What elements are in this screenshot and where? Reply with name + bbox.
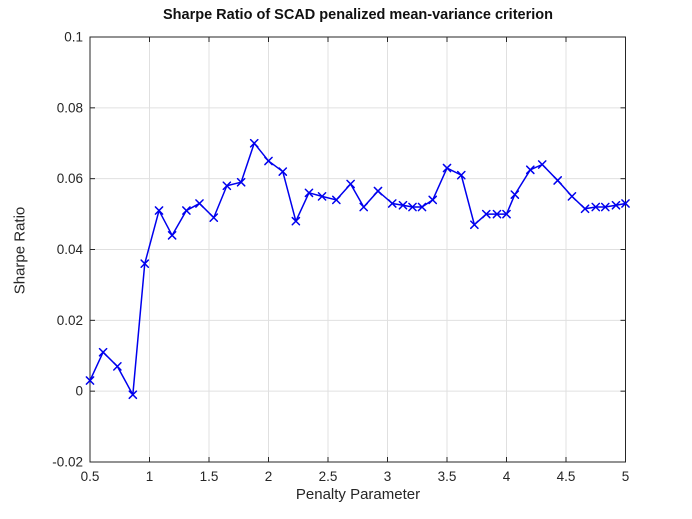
y-axis-tick-label: 0 [75, 384, 83, 399]
data-point-marker [264, 156, 273, 166]
x-axis-tick-label: 5 [622, 469, 630, 484]
data-point-marker [600, 202, 610, 212]
data-point-marker [346, 179, 355, 189]
x-axis-tick-label: 1 [146, 469, 154, 484]
x-axis-tick-label: 4 [503, 469, 511, 484]
x-axis-tick-label: 0.5 [81, 469, 100, 484]
x-axis-tick-label: 3.5 [438, 469, 457, 484]
data-point-marker [98, 347, 108, 357]
data-point-marker [85, 376, 95, 385]
data-point-marker [537, 160, 547, 169]
x-axis-tick-label: 2 [265, 469, 273, 484]
x-axis-tick-label: 3 [384, 469, 392, 484]
x-axis-tick-label: 2.5 [319, 469, 338, 484]
data-point-marker [456, 170, 466, 180]
chart-title: Sharpe Ratio of SCAD penalized mean-vari… [163, 7, 553, 23]
data-point-marker [611, 200, 621, 210]
data-point-marker [222, 181, 232, 191]
data-point-marker [417, 202, 427, 212]
data-point-marker [621, 199, 630, 208]
data-point-marker [317, 192, 327, 201]
data-point-marker [331, 195, 341, 205]
y-axis-tick-label: 0.02 [57, 313, 83, 328]
y-axis-tick-label: 0.04 [57, 242, 84, 257]
data-point-marker [236, 177, 246, 187]
x-axis-tick-label: 4.5 [557, 469, 576, 484]
y-axis-tick-label: 0.06 [57, 171, 83, 186]
y-axis-tick-label: -0.02 [52, 455, 83, 470]
data-point-marker [278, 167, 288, 176]
data-point-marker [195, 199, 204, 208]
data-point-marker [387, 199, 397, 208]
y-axis-label: Sharpe Ratio [11, 206, 29, 295]
data-point-marker [470, 220, 479, 230]
data-point-marker [209, 213, 219, 222]
x-axis-label: Penalty Parameter [295, 486, 421, 503]
y-axis-tick-label: 0.08 [57, 100, 83, 115]
data-point-marker [525, 165, 535, 175]
data-point-marker [567, 192, 577, 201]
data-point-marker [502, 209, 511, 219]
data-point-marker [304, 188, 314, 198]
data-point-marker [373, 186, 383, 196]
data-point-marker [580, 204, 590, 214]
data-point-marker [249, 138, 259, 148]
data-point-marker [510, 190, 520, 199]
data-point-marker [113, 362, 122, 371]
x-axis-tick-label: 1.5 [200, 469, 219, 484]
data-point-marker [128, 390, 138, 400]
data-point-marker [591, 202, 601, 212]
data-point-marker [492, 209, 502, 219]
data-point-marker [167, 230, 177, 240]
data-point-marker [359, 202, 369, 212]
data-point-marker [553, 176, 563, 185]
data-point-marker [398, 200, 408, 210]
data-point-marker [291, 216, 301, 226]
data-point-marker [442, 163, 452, 173]
data-point-marker [481, 209, 491, 219]
data-point-marker [408, 202, 417, 212]
data-point-marker [140, 259, 150, 269]
y-axis-tick-label: 0.1 [64, 30, 83, 45]
data-point-marker [428, 195, 438, 205]
data-point-marker [154, 206, 164, 215]
data-point-marker [182, 206, 191, 215]
